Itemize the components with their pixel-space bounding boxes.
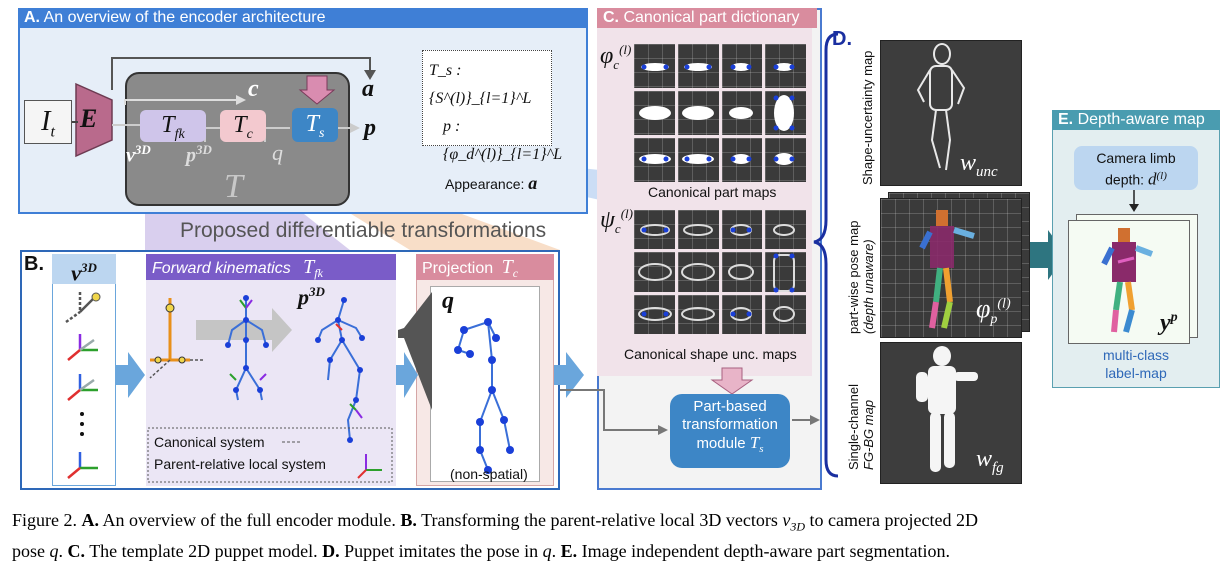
multi-class-label: multi-class label-map [1102,347,1170,381]
p3d-label: p3D [298,284,325,310]
unc-map-tile [677,252,719,292]
part-maps-label: Canonical part maps [648,184,777,200]
shape-uncertainty-map [880,40,1022,186]
unc-maps-outlines [638,224,795,322]
unc-side-label: Shape-uncertainty map [860,50,875,185]
proposed-label: Proposed differentiable transformations [180,219,547,242]
phi-c-label: φc(l) [600,42,632,72]
panel-a-letter: A. [24,9,40,26]
definitions-box: T_s : {S^(l)}_{l=1}^L p : {φ_d^(l)}_{l=1… [422,50,562,193]
panel-a-header: A. An overview of the encoder architectu… [18,8,588,28]
panel-a-title: An overview of the encoder architecture [43,9,326,26]
unc-map-tile [765,294,806,334]
phi-p-label: φp(l) [976,294,1011,328]
v3d-header: v3D [52,254,116,285]
legend-parent: Parent-relative local system [154,456,326,472]
unc-map-tile [765,252,806,292]
pose-figure [919,210,975,329]
transformation-module: Part-based transformation module Ts [670,394,790,468]
def-appearance: Appearance: a [445,173,538,193]
unc-maps-label: Canonical shape unc. maps [624,346,797,362]
var-q: q [272,140,283,165]
arrow-gray [196,308,292,352]
panel-c-arrows [560,367,820,435]
y-p-label: yp [1160,310,1178,336]
var-v3d: v3D [126,142,151,167]
unc-map-tile [677,294,719,334]
panel-b-graphics [65,292,584,483]
transform-label: T [224,168,243,205]
pose-side-label: part-wise pose map (depth unaware) [846,220,876,334]
caption-line-2: pose q. C. The template 2D puppet model.… [12,540,950,561]
ts-box: Ts [292,108,338,142]
fg-side-label: Single-channel FG-BG map [846,383,876,470]
encoder-shape [75,82,113,158]
fk-panel [146,254,396,486]
unc-map-tile [634,252,675,292]
w-fg-label: wfg [976,446,1004,476]
w-unc-label: wunc [960,150,998,180]
var-p3d: p3D [186,142,212,167]
arrow-b2 [396,352,418,398]
encoder-label: E [80,104,98,133]
tfk-box: Tfk [140,110,206,142]
panel-b-letter: B. [24,253,44,275]
uncertainty-figure [916,43,966,171]
arrow-b1 [116,352,145,398]
unc-map-tile [721,294,763,334]
caption-line-1: Figure 2. A. An overview of the full enc… [12,510,978,534]
part-maps-blobs [639,63,795,165]
q-label: q [442,288,454,314]
camera-depth-box: Camera limb depth: d(l) [1074,146,1198,190]
def-p: p : {φ_d^(l)}_{l=1}^L [443,118,563,163]
var-a: a [362,76,374,102]
depth-arrow [1129,190,1139,212]
psi-c-label: ψc(l) [600,206,633,236]
tc-box: Tc [220,110,266,142]
unc-map-tile [765,210,806,250]
arrow-b3 [554,352,584,398]
def-ts: T_s : {S^(l)}_{l=1}^L [429,62,532,107]
panel-c-header: C. Canonical part dictionary [597,8,817,28]
fk-header: Forward kinematics Tfk [146,254,396,280]
unc-map-tile [721,210,763,250]
proj-header: Projection Tc [416,254,554,280]
projection-canvas [430,286,540,482]
figure-caption: Figure 2. A. An overview of the full enc… [12,508,1220,563]
fg-figure [916,346,978,472]
panel-e-header: E. Depth-aware map [1052,110,1220,130]
non-spatial-label: (non-spatial) [450,466,528,482]
var-p: p [364,115,376,141]
projection-funnel [398,292,432,410]
panel-d-brace [813,32,839,478]
part-map-tile [721,91,763,135]
v3d-column [52,254,116,486]
unc-maps-grid [634,210,806,334]
panel-a-lines [72,57,376,142]
label-map-figure [1101,228,1154,333]
input-image-box: It [24,100,72,144]
pose-map [880,198,1022,338]
var-c: c [248,76,259,102]
legend-canonical: Canonical system [154,434,265,450]
